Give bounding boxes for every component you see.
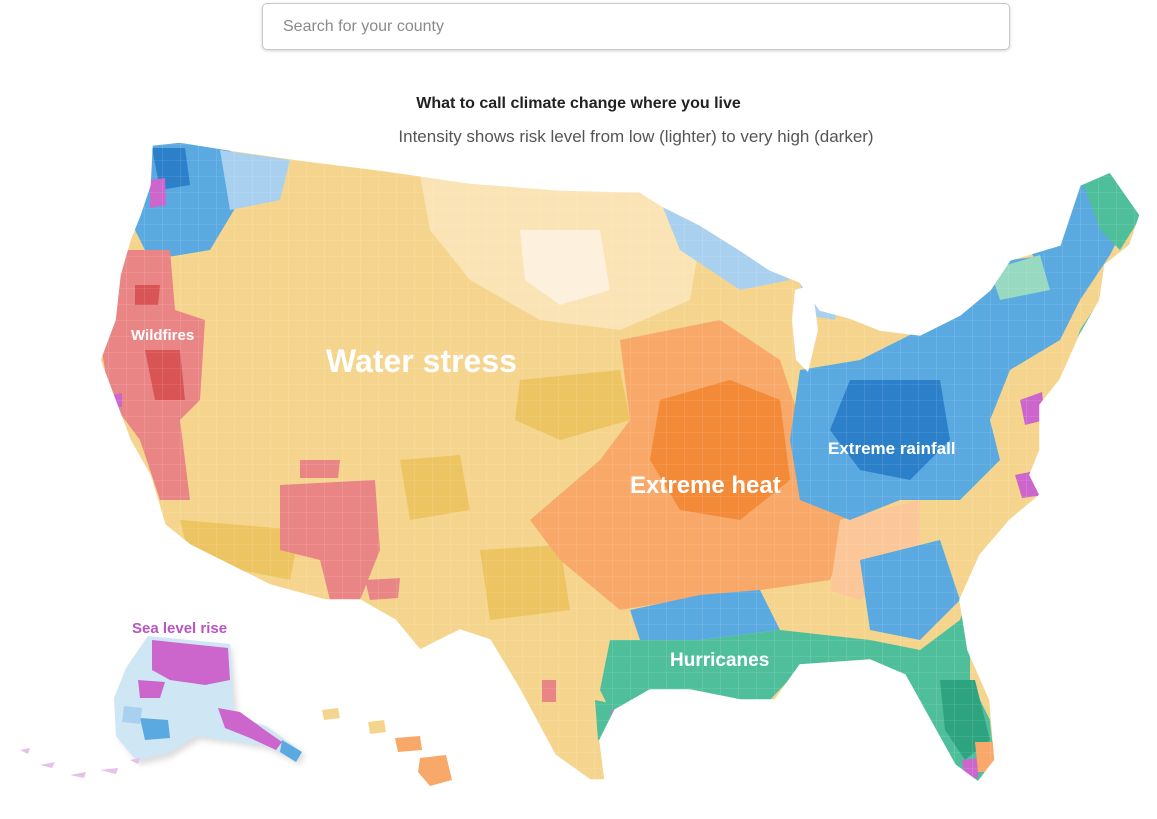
- lake-michigan: [792, 285, 818, 372]
- hawaii-island-maui: [395, 736, 422, 752]
- alaska-sea-level-west: [138, 680, 165, 698]
- aleutian-islands: [20, 748, 140, 778]
- label-extreme-rainfall: Extreme rainfall: [828, 439, 956, 458]
- hawaii-island-oahu: [368, 720, 386, 734]
- label-extreme-heat: Extreme heat: [630, 472, 781, 499]
- alaska-sea-level-north: [152, 640, 230, 685]
- hawaii-island-kauai: [322, 708, 340, 720]
- alaska: [20, 636, 305, 778]
- alaska-rainfall: [140, 718, 302, 762]
- hawaii: [322, 708, 452, 786]
- label-wildfires: Wildfires: [131, 327, 194, 344]
- hawaii-island-big: [418, 755, 452, 786]
- map-title: What to call climate change where you li…: [416, 95, 741, 112]
- alaska-sea-level-south: [218, 708, 282, 750]
- county-search-input[interactable]: [263, 4, 1009, 49]
- county-search-box[interactable]: [262, 3, 1010, 50]
- label-hurricanes: Hurricanes: [670, 650, 769, 671]
- label-sea-level-rise: Sea level rise: [132, 620, 227, 637]
- label-water-stress: Water stress: [326, 343, 517, 379]
- alaska-light-patch: [122, 706, 142, 724]
- map-subtitle: Intensity shows risk level from low (lig…: [398, 127, 874, 146]
